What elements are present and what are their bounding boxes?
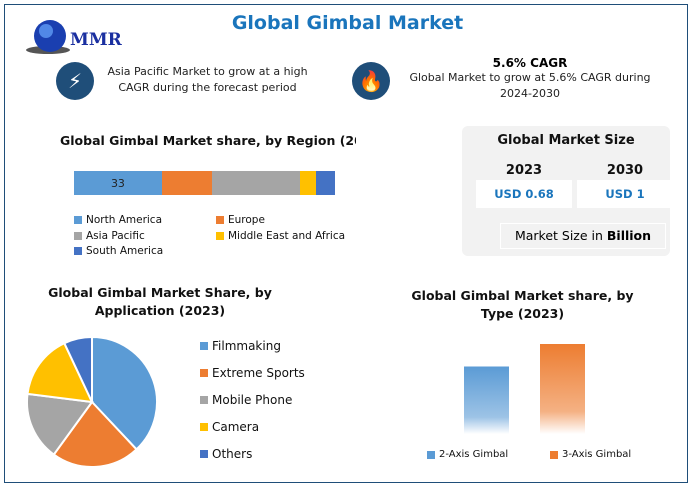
market-size-unit: Market Size in Billion: [500, 223, 666, 249]
segment-label: 33: [110, 176, 125, 190]
cagr-heading: 5.6% CAGR: [492, 56, 568, 70]
market-size-title: Global Market Size: [497, 133, 635, 148]
legend-label: South America: [86, 245, 164, 257]
pie-slice-camera: [26, 341, 94, 404]
region-segment: [316, 171, 335, 195]
page-title: Global Gimbal Market: [231, 12, 464, 34]
bar-2-axis-gimbal: [464, 366, 509, 434]
market-size-panel: Global Market Size 2023 2030 USD 0.68 US…: [462, 126, 673, 256]
legend-swatch: [216, 232, 224, 240]
lightning-icon: ⚡: [56, 62, 94, 100]
legend-label: Europe: [228, 214, 265, 226]
region-segment: [161, 171, 213, 195]
pie-slice-filmmaking: [91, 335, 158, 451]
year-2030: 2030: [606, 163, 644, 178]
unit-bold: Billion: [606, 228, 652, 243]
legend-swatch: [216, 216, 224, 224]
legend-swatch: [427, 450, 435, 459]
legend-swatch: [200, 422, 208, 431]
legend-label: North America: [86, 214, 163, 226]
legend-label: 2-Axis Gimbal: [439, 449, 509, 460]
region-segment: 33: [74, 171, 162, 195]
legend-swatch: [200, 449, 208, 458]
legend-label: Camera: [212, 419, 260, 434]
pie-slice-others: [62, 335, 93, 403]
legend-label: Mobile Phone: [212, 392, 293, 407]
legend-swatch: [550, 450, 558, 459]
legend-label: Extreme Sports: [212, 365, 305, 380]
value-2030: USD 1: [577, 180, 673, 208]
region-stacked-bar: 33: [74, 171, 335, 195]
type-chart-title: Global Gimbal Market share, by Type (202…: [411, 288, 634, 321]
type-bar-chart: [464, 344, 585, 434]
legend-label: Others: [212, 446, 253, 461]
legend-label: 3-Axis Gimbal: [562, 449, 632, 460]
legend-label: Filmmaking: [212, 338, 281, 353]
region-segment: [300, 171, 317, 195]
legend-label: Middle East and Africa: [228, 230, 346, 242]
year-2023: 2023: [505, 163, 543, 178]
bar-3-axis-gimbal: [540, 344, 585, 434]
infographic-frame: [4, 4, 688, 483]
logo-text: MMR: [70, 30, 122, 50]
region-chart-title: Global Gimbal Market share, by Region (2…: [60, 133, 356, 148]
legend-label: Asia Pacific: [86, 230, 145, 242]
pie-slice-extreme-sports: [52, 400, 138, 468]
application-chart-title: Global Gimbal Market Share, by Applicati…: [48, 285, 272, 318]
value-2023: USD 0.68: [476, 180, 572, 208]
legend-swatch: [74, 216, 82, 224]
highlight-text: Asia Pacific Market to grow at a high CA…: [107, 65, 308, 94]
legend-swatch: [200, 341, 208, 350]
legend-swatch: [200, 368, 208, 377]
unit-prefix: Market Size in: [514, 228, 607, 243]
pie-slice-mobile-phone: [26, 392, 94, 456]
legend-swatch: [200, 395, 208, 404]
application-pie-chart: [26, 335, 158, 468]
legend-swatch: [74, 247, 82, 255]
cagr-text: Global Market to grow at 5.6% CAGR durin…: [409, 71, 651, 100]
region-segment: [212, 171, 301, 195]
flame-icon: 🔥: [352, 62, 390, 100]
mmr-logo: MMR: [26, 16, 126, 56]
legend-swatch: [74, 232, 82, 240]
